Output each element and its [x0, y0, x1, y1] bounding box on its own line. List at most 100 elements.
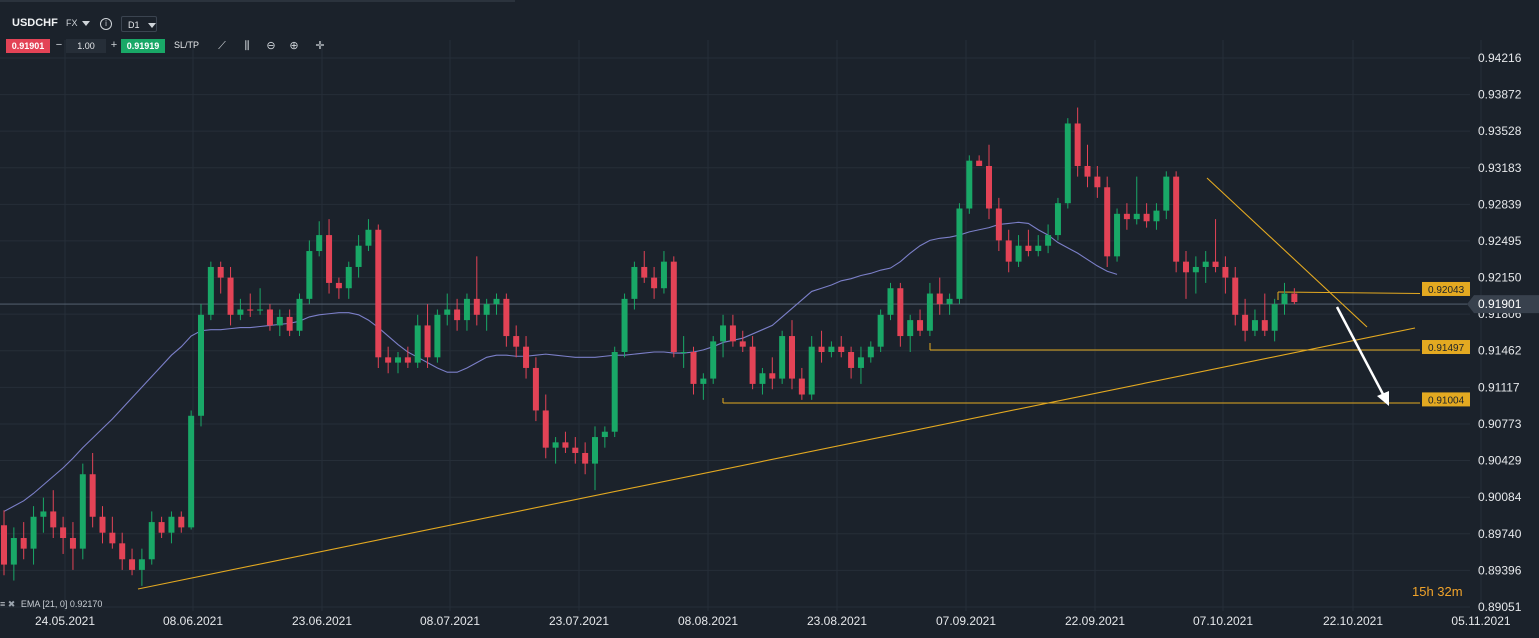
- lot-increase-button[interactable]: +: [110, 39, 118, 51]
- x-tick-label: 23.08.2021: [807, 614, 867, 628]
- candle-body: [789, 336, 795, 379]
- candle-body: [1232, 277, 1239, 315]
- candle-body: [700, 378, 707, 384]
- forecast-arrow: [1335, 306, 1387, 399]
- x-tick-label: 22.10.2021: [1323, 614, 1383, 628]
- candle-body: [385, 357, 392, 363]
- candle-body: [424, 325, 431, 358]
- candle-body: [286, 316, 293, 331]
- candle-body: [178, 516, 185, 528]
- lot-size-input[interactable]: 1.00: [66, 39, 106, 53]
- candle-body: [1153, 210, 1160, 222]
- market-dropdown[interactable]: FX: [66, 18, 90, 28]
- buy-button[interactable]: 0.91919: [121, 39, 165, 53]
- ascending-trendline: [137, 327, 1416, 590]
- candle-body: [690, 352, 697, 384]
- crosshair-icon[interactable]: ✛: [315, 40, 325, 52]
- x-tick-label: 23.06.2021: [292, 614, 352, 628]
- candle-body: [779, 336, 786, 379]
- candle-body: [296, 298, 303, 331]
- zoom-in-icon[interactable]: ⊕: [289, 40, 299, 52]
- x-tick-label: 08.06.2021: [163, 614, 223, 628]
- zoom-out-icon[interactable]: ⊖: [266, 40, 276, 52]
- candle-body: [365, 229, 372, 246]
- y-tick-label: 0.92839: [1478, 197, 1522, 211]
- line-chart-icon[interactable]: ⟋: [218, 40, 226, 52]
- symbol-label[interactable]: USDCHF: [12, 17, 58, 29]
- candle-body: [306, 251, 313, 299]
- candle-body: [641, 266, 648, 278]
- indicator-settings-icon[interactable]: ≡: [0, 599, 6, 609]
- sell-button[interactable]: 0.91901: [6, 39, 50, 53]
- candle-body: [660, 261, 667, 289]
- candle-body: [1123, 213, 1130, 220]
- trendlines: [137, 177, 1421, 590]
- timeframe-dropdown[interactable]: D1: [121, 16, 157, 32]
- ema-line: [3, 221, 1118, 512]
- candle-body: [375, 229, 382, 358]
- candle-body: [148, 522, 155, 560]
- indicators-icon[interactable]: ⫼: [244, 40, 250, 52]
- price-tag-label: 0.92043: [1428, 285, 1465, 296]
- annotations: [1335, 306, 1389, 406]
- resistance-line: [1277, 291, 1421, 294]
- candle-body: [1242, 314, 1249, 331]
- x-tick-label: 07.09.2021: [936, 614, 996, 628]
- candle-body: [1173, 176, 1180, 262]
- y-tick-label: 0.91117: [1478, 380, 1520, 394]
- sltp-button[interactable]: SL/TP: [174, 40, 200, 50]
- candle-body: [503, 298, 510, 337]
- candle-body: [798, 378, 805, 395]
- close-icon[interactable]: ✖: [7, 599, 16, 609]
- y-tick-label: 0.93528: [1478, 124, 1522, 138]
- candle-body: [463, 298, 470, 321]
- candle-body: [572, 447, 579, 453]
- candle-body: [1005, 240, 1012, 262]
- candles: [1, 107, 1298, 586]
- candle-body: [1222, 266, 1229, 278]
- candle-body: [1271, 304, 1278, 331]
- price-tag: [1422, 340, 1470, 355]
- arrow-head-icon: [1377, 391, 1389, 406]
- candle-body: [848, 352, 855, 368]
- candle-body: [1192, 266, 1199, 273]
- price-tag-label: 0.91497: [1428, 343, 1465, 354]
- candle-body: [523, 346, 530, 368]
- candle-body: [483, 304, 490, 315]
- candle-body: [917, 320, 924, 331]
- candle-body: [444, 309, 451, 315]
- candle-body: [326, 235, 333, 283]
- lot-decrease-button[interactable]: −: [55, 39, 63, 51]
- candle-body: [1094, 176, 1101, 188]
- candle-body: [335, 282, 342, 289]
- descending-trendline: [1206, 177, 1368, 328]
- price-axis: 0.94216 0.93872 0.93528 0.93183 0.92839 0.924…: [1422, 51, 1539, 614]
- candle-body: [611, 352, 618, 432]
- y-tick-label: 0.93183: [1478, 161, 1522, 175]
- candle-body: [867, 346, 874, 358]
- candle-body: [129, 559, 136, 570]
- candle-body: [680, 352, 687, 354]
- x-tick-label: 24.05.2021: [35, 614, 95, 628]
- x-tick-label: 05.11.2021: [1451, 614, 1510, 628]
- candle-body: [769, 373, 776, 379]
- candle-body: [986, 165, 992, 209]
- candle-body: [1074, 123, 1081, 166]
- candle-body: [976, 160, 983, 166]
- candle-body: [857, 357, 864, 368]
- candle-body: [1212, 261, 1219, 267]
- candle-body: [60, 527, 67, 539]
- info-icon[interactable]: i: [100, 18, 112, 30]
- candle-body: [158, 522, 165, 533]
- candle-body: [50, 511, 57, 528]
- candle-body: [542, 410, 549, 448]
- candle-body: [729, 325, 736, 342]
- candle-body: [710, 341, 717, 379]
- candle-body: [621, 298, 628, 353]
- candle-body: [1015, 245, 1022, 262]
- candle-body: [562, 442, 569, 448]
- candle-body: [1143, 213, 1150, 222]
- current-price-label: 0.91901: [1478, 297, 1522, 311]
- chevron-down-icon: [81, 21, 90, 27]
